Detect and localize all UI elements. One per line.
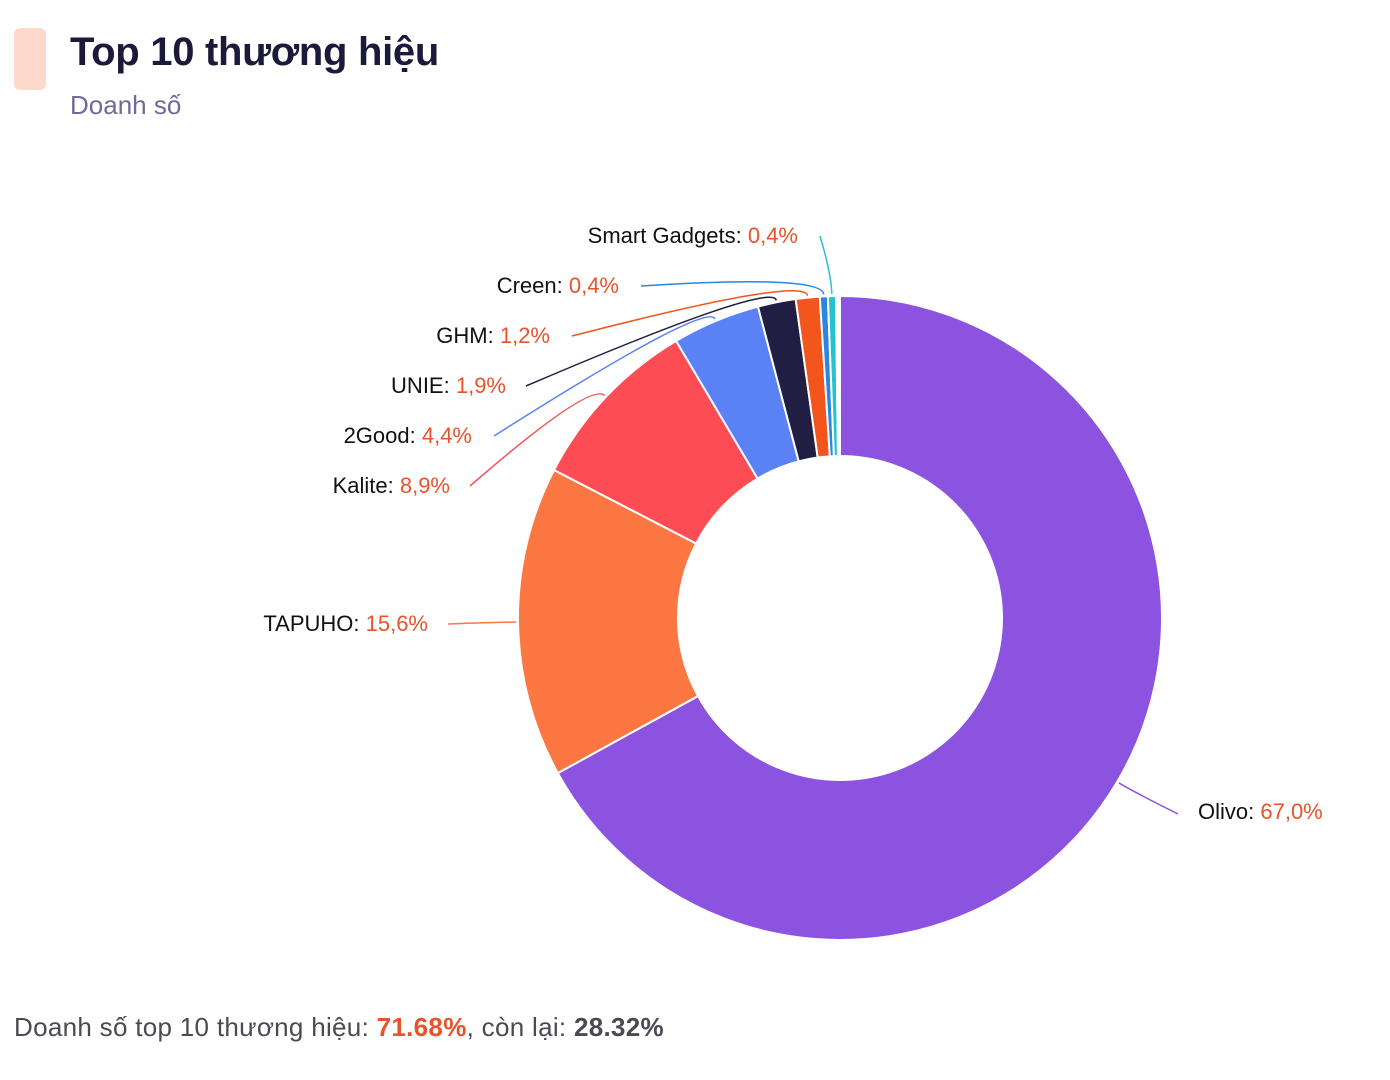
- label-2good: 2Good: 4,4%: [344, 423, 472, 448]
- leader-line-ghm: [571, 289, 809, 337]
- summary-prefix: Doanh số top 10 thương hiệu:: [14, 1012, 377, 1042]
- label-name-smart-gadgets: Smart Gadgets:: [588, 223, 748, 248]
- leader-line-unie: [525, 296, 778, 387]
- slice-10[interactable]: [836, 294, 841, 458]
- leader-line-olivo: [1118, 782, 1179, 815]
- chart-subtitle: Doanh số: [70, 90, 182, 120]
- label-olivo: Olivo: 67,0%: [1198, 799, 1323, 824]
- slice-tapuho[interactable]: [517, 468, 700, 775]
- leader-line-creen: [640, 281, 825, 295]
- remaining-share-value: 28.32%: [573, 1012, 664, 1042]
- label-name-kalite: Kalite:: [333, 473, 400, 498]
- slice-olivo[interactable]: [556, 294, 1163, 941]
- label-creen: Creen: 0,4%: [497, 273, 619, 298]
- label-leader-lines: [447, 235, 1179, 815]
- label-kalite: Kalite: 8,9%: [333, 473, 450, 498]
- summary-footer: Doanh số top 10 thương hiệu: 71.68%, còn…: [14, 1012, 664, 1043]
- label-smart-gadgets: Smart Gadgets: 0,4%: [588, 223, 798, 248]
- leader-line-2good: [493, 316, 716, 437]
- donut-chart: Olivo: 67,0% TAPUHO: 15,6% Kalite: 8,9% 2Go…: [263, 223, 1323, 941]
- label-value-tapuho: 15,6%: [366, 611, 428, 636]
- label-value-kalite: 8,9%: [400, 473, 450, 498]
- label-tapuho: TAPUHO: 15,6%: [263, 611, 428, 636]
- label-name-2good: 2Good:: [344, 423, 422, 448]
- leader-line-kalite: [469, 393, 606, 487]
- label-name-olivo: Olivo:: [1198, 799, 1260, 824]
- slice-labels: Olivo: 67,0% TAPUHO: 15,6% Kalite: 8,9% 2Go…: [263, 223, 1322, 824]
- leader-line-smart-gadgets: [819, 235, 833, 295]
- label-value-olivo: 67,0%: [1260, 799, 1322, 824]
- label-value-ghm: 1,2%: [500, 323, 550, 348]
- donut-slices: [517, 294, 1163, 941]
- label-name-ghm: GHM:: [436, 323, 500, 348]
- label-name-unie: UNIE:: [391, 373, 456, 398]
- label-name-creen: Creen:: [497, 273, 569, 298]
- top10-share-value: 71.68%: [376, 1012, 467, 1042]
- summary-middle: , còn lại:: [466, 1012, 574, 1042]
- label-ghm: GHM: 1,2%: [436, 323, 550, 348]
- chart-title: Top 10 thương hiệu: [70, 30, 440, 74]
- title-accent-bar: [14, 28, 46, 90]
- label-unie: UNIE: 1,9%: [391, 373, 506, 398]
- label-name-tapuho: TAPUHO:: [263, 611, 365, 636]
- label-value-unie: 1,9%: [456, 373, 506, 398]
- label-value-smart-gadgets: 0,4%: [748, 223, 798, 248]
- label-value-creen: 0,4%: [569, 273, 619, 298]
- leader-line-tapuho: [447, 621, 517, 625]
- label-value-2good: 4,4%: [422, 423, 472, 448]
